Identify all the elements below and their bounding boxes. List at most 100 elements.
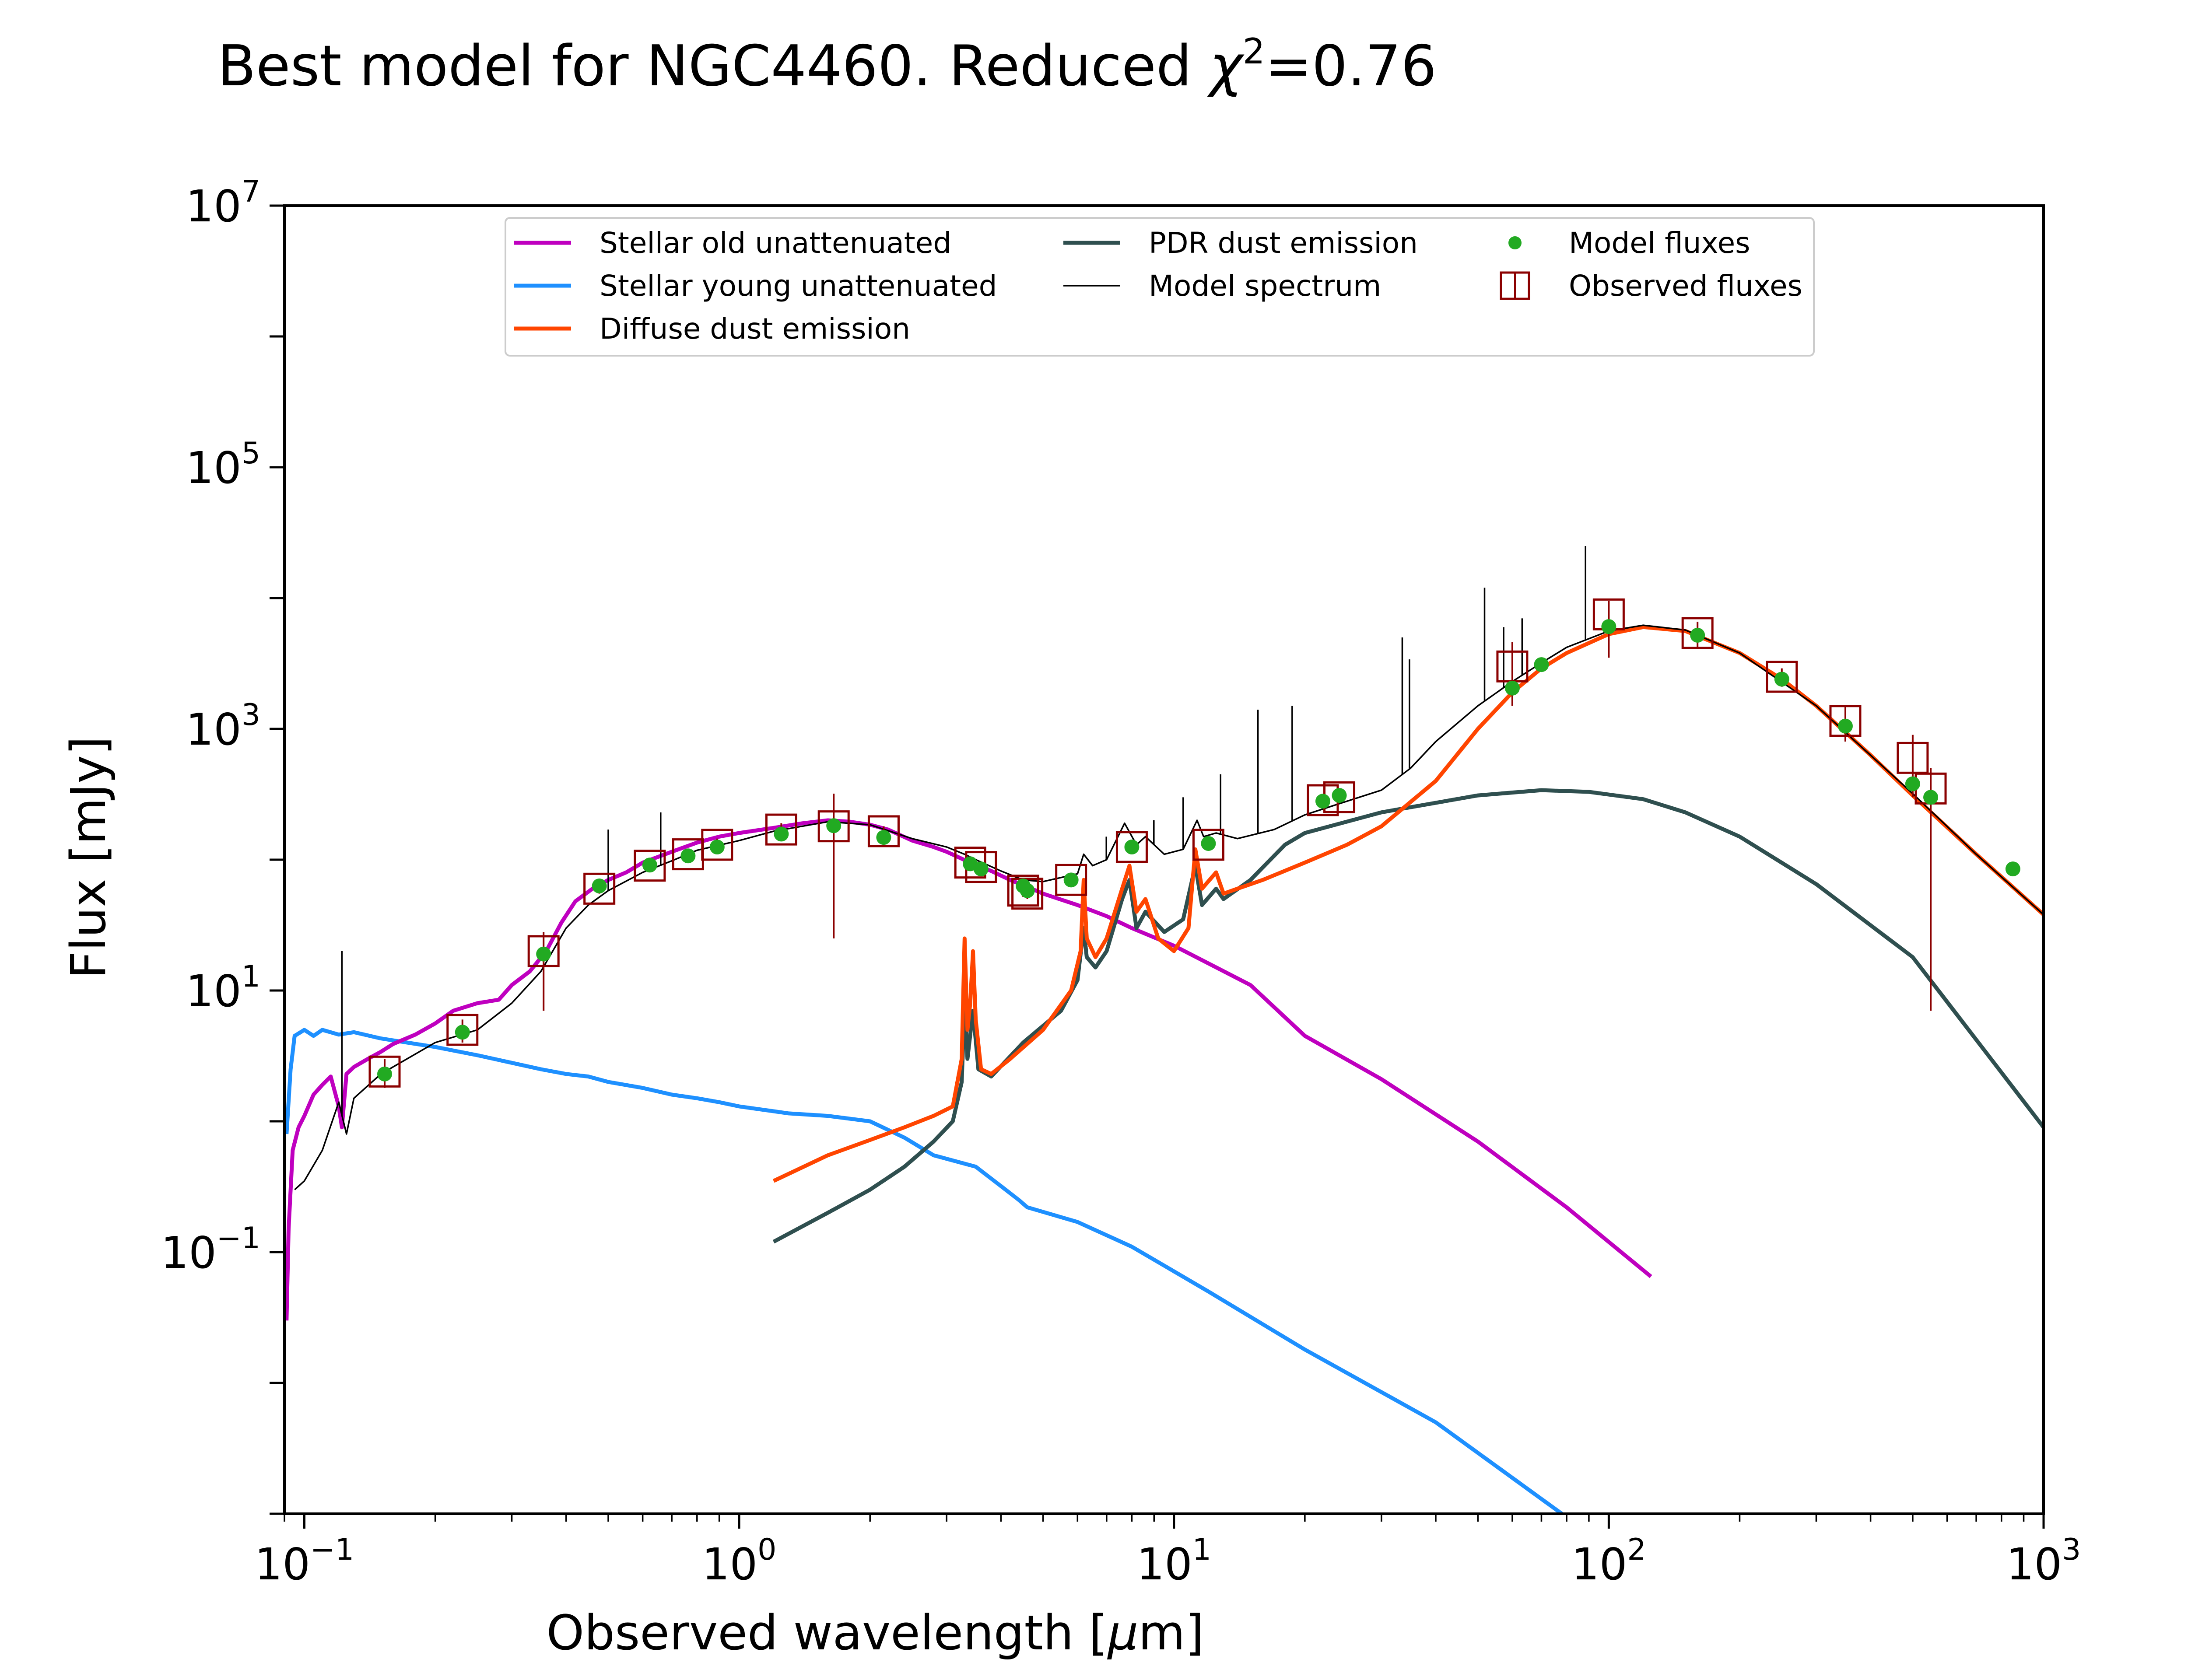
observed-flux-marker [1007, 875, 1039, 907]
model-flux-point [1504, 680, 1520, 696]
observed-flux-marker [1681, 617, 1714, 649]
title-chi: χ [1207, 34, 1245, 99]
model-flux-point [826, 818, 842, 833]
observed-flux-marker [765, 813, 797, 846]
model-flux-point [973, 861, 989, 877]
x-tick-label: 100 [702, 1533, 777, 1590]
y-tick-base: 10 [186, 704, 241, 755]
xlabel-end: m] [1138, 1605, 1204, 1661]
y-tick-exp: −1 [217, 1221, 260, 1256]
observed-flux-marker [527, 935, 560, 967]
x-tick-base: 10 [1136, 1539, 1192, 1590]
model-flux-point [1063, 872, 1079, 888]
legend-label-diffuse-dust-emission: Diffuse dust emission [600, 312, 910, 346]
model-flux-point [1905, 776, 1920, 791]
model-flux-point [1124, 840, 1140, 855]
observed-flux-marker [867, 815, 900, 847]
y-tick-base: 10 [161, 1227, 217, 1278]
x-tick-exp: −1 [310, 1533, 354, 1567]
model-flux-point [2005, 861, 2020, 877]
model-flux-point [642, 858, 657, 873]
model-flux-point [455, 1025, 470, 1040]
title-sup: 2 [1243, 31, 1265, 72]
legend-swatch [1508, 236, 1522, 249]
y-tick-base: 10 [186, 966, 241, 1017]
y-tick-label: 10−1 [161, 1221, 261, 1278]
observed-flux-marker [817, 810, 850, 843]
observed-flux-marker [1897, 742, 1929, 774]
model-flux-point [1201, 836, 1216, 851]
series-line-diffuse-dust-emission [772, 625, 2044, 1183]
model-flux-point [377, 1066, 392, 1082]
observed-flux-marker [1011, 878, 1044, 910]
x-tick-label: 10−1 [255, 1533, 354, 1590]
x-axis-label: Observed wavelength [μm] [547, 1605, 1204, 1661]
observed-flux-marker [1055, 864, 1087, 896]
observed-flux-marker [446, 1014, 479, 1046]
x-tick-base: 10 [255, 1539, 310, 1590]
title-end: =0.76 [1265, 34, 1437, 99]
observed-flux-marker [634, 850, 666, 882]
model-flux-point [1601, 619, 1616, 634]
x-tick-base: 10 [1571, 1539, 1627, 1590]
model-flux-point [1332, 788, 1347, 803]
legend-label-pdr-dust-emission: PDR dust emission [1149, 226, 1418, 260]
legend-label-observed-fluxes: Observed fluxes [1569, 269, 1802, 303]
model-flux-point [536, 946, 551, 962]
title-main: Best model for NGC4460. Reduced [217, 34, 1210, 99]
model-flux-point [1774, 672, 1789, 687]
y-tick-label: 107 [186, 175, 260, 232]
observed-flux-marker [368, 1055, 401, 1088]
x-tick-base: 10 [2006, 1539, 2062, 1590]
y-tick-label: 105 [186, 436, 260, 494]
y-tick-exp: 7 [242, 175, 260, 209]
x-tick-label: 101 [1136, 1533, 1211, 1590]
x-tick-exp: 3 [2062, 1533, 2081, 1567]
observed-flux-marker [701, 829, 733, 861]
y-tick-base: 10 [186, 442, 241, 494]
xlabel-mu: μ [1107, 1605, 1138, 1661]
plot-area [284, 546, 2044, 1514]
legend-label-stellar-young-unattenuated: Stellar young unattenuated [600, 269, 997, 303]
series-line-stellar-old-unattenuated [284, 818, 1652, 1321]
model-flux-point [709, 840, 725, 855]
series-line-stellar-young-unattenuated [284, 1028, 1563, 1514]
y-tick-label: 101 [186, 959, 260, 1017]
observed-flux-marker [1192, 829, 1224, 861]
model-flux-point [1837, 718, 1853, 734]
observed-flux-marker [954, 847, 986, 879]
observed-flux-marker [583, 872, 616, 905]
x-tick-exp: 2 [1627, 1533, 1646, 1567]
chart-title: Best model for NGC4460. Reduced χ2=0.76 [217, 31, 1437, 99]
model-flux-point [1534, 657, 1549, 672]
model-flux-point [1923, 790, 1939, 805]
legend-label-stellar-old-unattenuated: Stellar old unattenuated [600, 226, 951, 260]
y-tick-exp: 5 [242, 436, 260, 471]
legend-box [505, 217, 1815, 357]
legend-label-model-spectrum: Model spectrum [1149, 269, 1381, 303]
y-tick-exp: 1 [242, 959, 260, 994]
observed-flux-marker [1766, 661, 1798, 693]
model-flux-point [1020, 883, 1035, 898]
legend: Stellar old unattenuated Stellar young un… [505, 217, 1815, 357]
model-flux-point [680, 848, 696, 864]
x-tick-exp: 0 [757, 1533, 776, 1567]
x-tick-base: 10 [702, 1539, 757, 1590]
x-tick-exp: 1 [1192, 1533, 1211, 1567]
observed-flux-marker [1829, 705, 1862, 737]
model-flux-point [592, 878, 607, 893]
y-tick-label: 103 [186, 698, 260, 755]
observed-flux-marker [1115, 831, 1148, 863]
model-flux-point [1690, 627, 1705, 643]
x-tick-label: 102 [1571, 1533, 1646, 1590]
model-flux-point [876, 830, 891, 845]
legend-label-model-fluxes: Model fluxes [1569, 226, 1750, 260]
y-tick-exp: 3 [242, 698, 260, 732]
x-tick-label: 103 [2006, 1533, 2081, 1590]
xlabel-main: Observed wavelength [ [547, 1605, 1108, 1661]
y-tick-base: 10 [186, 181, 241, 232]
y-axis-label: Flux [mJy] [60, 736, 116, 979]
series-line-model-spectrum [294, 624, 2044, 1190]
